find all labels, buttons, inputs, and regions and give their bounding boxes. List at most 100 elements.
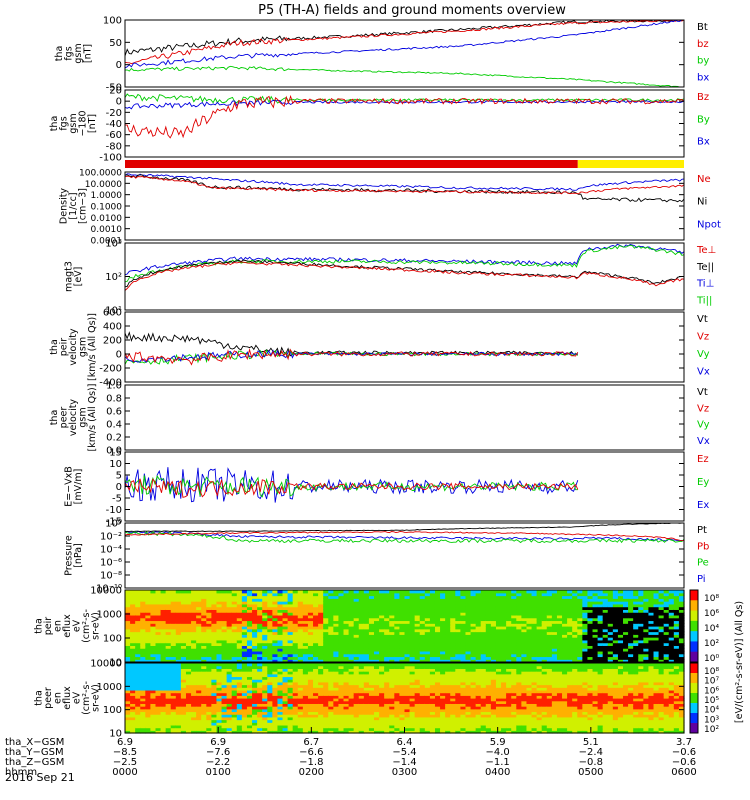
heat-cell (602, 609, 609, 613)
heat-cell (348, 656, 355, 660)
heat-cell (485, 716, 492, 721)
heat-cell (221, 681, 228, 686)
heat-cell (150, 592, 157, 597)
heat-cell (374, 665, 380, 669)
heat-cell (221, 663, 228, 667)
heat-cell (257, 722, 263, 726)
heat-cell (607, 656, 614, 660)
heat-cell (292, 676, 299, 680)
heat-cell (201, 598, 207, 602)
heat-cell (318, 724, 324, 729)
heat-cell (170, 617, 177, 622)
heat-cell (221, 606, 228, 610)
heat-cell (541, 603, 548, 608)
heat-cell (424, 703, 431, 707)
heat-cell (180, 668, 187, 672)
heat-cell (389, 642, 395, 646)
heat-cell (379, 590, 385, 594)
heat-cell (201, 706, 207, 710)
heat-cell (526, 609, 533, 613)
heat-cell (612, 609, 619, 613)
heat-cell (577, 653, 583, 658)
heat-cell (252, 637, 258, 641)
heat-cell (536, 628, 543, 633)
heat-cell (226, 653, 233, 658)
heat-cell (465, 684, 472, 688)
heat-cell (155, 620, 162, 624)
heat-cell (333, 727, 340, 731)
heat-cell (313, 634, 319, 638)
heat-cell (475, 659, 482, 663)
heat-cell (262, 703, 268, 707)
heat-cell (653, 626, 660, 630)
heat-cell (480, 659, 487, 663)
heat-cell (562, 653, 568, 658)
heat-cell (185, 590, 192, 594)
heat-cell (175, 598, 182, 602)
heat-cell (191, 687, 197, 691)
heat-cell (582, 601, 589, 605)
heat-cell (597, 642, 604, 646)
heat-cell (201, 592, 207, 597)
heat-cell (440, 609, 446, 613)
heat-cell (328, 623, 334, 627)
heat-cell (307, 706, 314, 710)
heat-cell (363, 631, 370, 635)
heat-cell (130, 676, 136, 680)
heat-cell (185, 679, 192, 683)
heat-cell (313, 719, 319, 723)
heat-cell (404, 603, 411, 608)
heat-cell (318, 719, 324, 723)
heat-cell (277, 692, 284, 696)
heat-cell (587, 617, 594, 622)
heat-cell (267, 656, 273, 660)
heat-cell (236, 724, 243, 729)
heat-cell (607, 659, 614, 663)
heat-cell (445, 698, 451, 702)
heat-cell (328, 659, 334, 663)
heat-cell (399, 689, 406, 694)
heat-cell (125, 727, 131, 731)
heat-cell (480, 606, 487, 610)
heat-cell (389, 601, 395, 605)
heat-cell (368, 634, 375, 638)
heat-cell (668, 592, 675, 597)
heat-cell (653, 595, 660, 599)
heat-cell (389, 663, 395, 667)
heat-cell (155, 648, 162, 652)
heat-cell (648, 648, 655, 652)
heat-cell (236, 603, 243, 608)
heat-cell (602, 637, 609, 641)
heat-cell (191, 700, 197, 704)
heat-cell (551, 628, 558, 633)
heat-cell (185, 727, 192, 731)
heat-cell (160, 676, 167, 680)
heat-cell (358, 614, 365, 619)
heat-cell (480, 719, 487, 723)
heat-cell (434, 671, 441, 675)
heat-cell (175, 659, 182, 663)
heat-cell (678, 590, 685, 594)
heat-cell (206, 617, 212, 622)
heat-cell (511, 628, 517, 633)
heat-cell (145, 692, 152, 696)
heat-cell (343, 592, 350, 597)
heat-cell (231, 656, 238, 660)
heat-cell (551, 609, 558, 613)
heat-cell (262, 623, 268, 627)
heat-cell (450, 684, 456, 688)
heat-cell (551, 612, 558, 616)
heat-cell (257, 714, 263, 718)
heat-cell (495, 626, 502, 630)
heat-cell (663, 637, 670, 641)
heat-cell (231, 719, 238, 723)
heat-cell (623, 590, 629, 594)
heat-cell (577, 648, 583, 652)
heat-cell (562, 634, 568, 638)
heat-cell (368, 606, 375, 610)
series-by (124, 65, 684, 88)
heat-cell (125, 676, 131, 680)
heat-cell (363, 606, 370, 610)
heat-cell (302, 692, 309, 696)
heat-cell (307, 595, 314, 599)
